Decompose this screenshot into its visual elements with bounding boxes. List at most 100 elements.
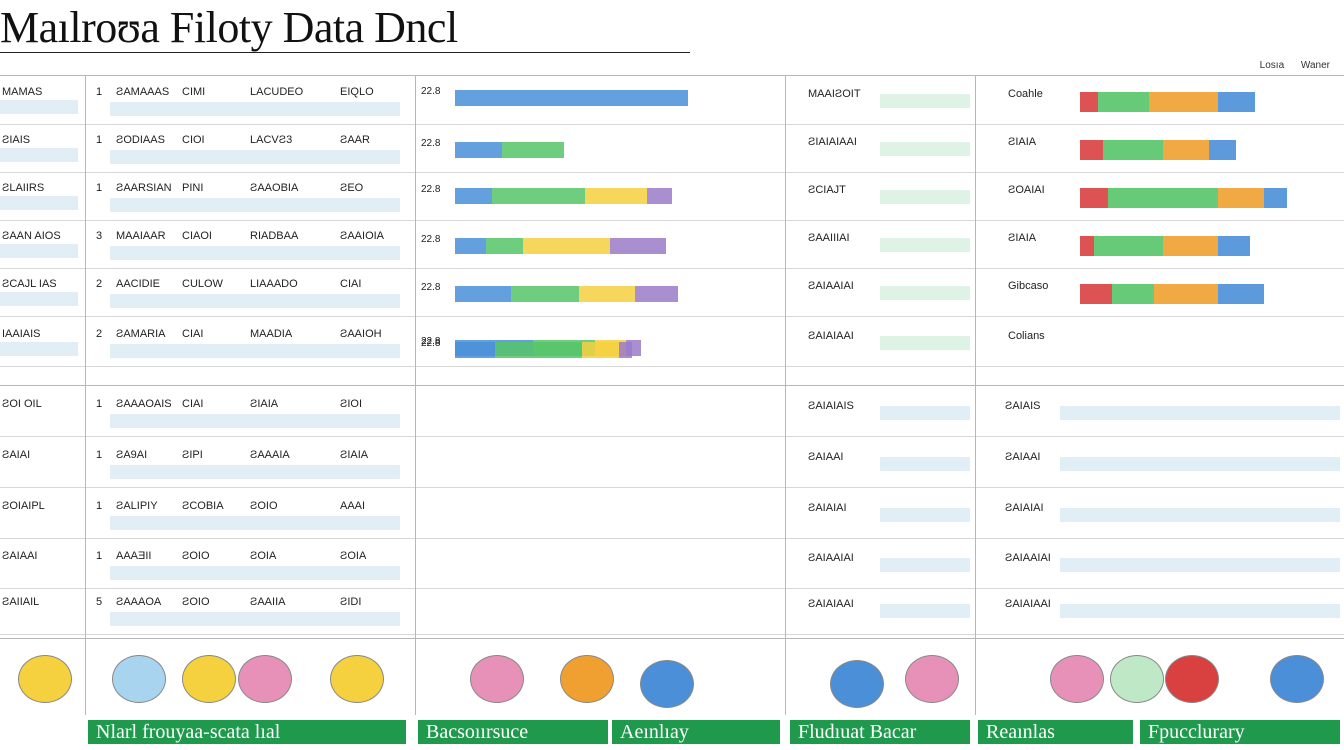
table-cell: ƧALIPIY [116, 500, 158, 512]
label-band [880, 558, 970, 572]
bar-segment [495, 342, 583, 358]
table-cell: CIAI [182, 398, 204, 410]
left-label: IAAIAIS [2, 328, 41, 340]
title-rule [0, 52, 690, 53]
table-cell: AAAƎII [116, 550, 152, 562]
footer-label: Nlarl frouyaa-scata lıal [88, 720, 406, 744]
left-label: ƧIAIS [2, 134, 31, 146]
footer-label: Aeınlıay [612, 720, 780, 744]
row-divider-8 [0, 538, 1344, 539]
table-band [110, 198, 400, 212]
label-band [880, 508, 970, 522]
label-band [880, 238, 970, 252]
left-band [0, 196, 78, 210]
footer-label: Fpucclurary [1140, 720, 1340, 744]
bar-category-label: 22.8 [421, 184, 441, 195]
grid-hline-mid [0, 385, 1344, 386]
bar-segment [455, 286, 511, 302]
row-divider-2 [0, 220, 1344, 221]
bar-segment [1218, 188, 1264, 208]
table-band [110, 566, 400, 580]
table-cell: CIAI [182, 328, 204, 340]
table-cell: CIAOI [182, 230, 212, 242]
bar-segment [1112, 284, 1154, 304]
row-divider-5 [0, 366, 1344, 367]
bar-segment [455, 142, 502, 158]
bar-segment [1149, 92, 1218, 112]
table-cell: ƧAAAIA [250, 449, 290, 461]
label: ƧAIAIAAI [808, 598, 854, 610]
bar-segment [619, 342, 632, 358]
table-band [110, 102, 400, 116]
bar-segment [510, 286, 579, 302]
table-cell: ƧAMAAAS [116, 86, 170, 98]
label: ƧCIAJT [808, 184, 846, 196]
footer-label: Fludıuat Bacar [790, 720, 970, 744]
table-band [110, 612, 400, 626]
bar-segment [1218, 236, 1251, 256]
label: ƧAIAAIAI [1005, 552, 1051, 564]
table-cell: 2 [96, 278, 103, 290]
bar-category-label: 22.8 [421, 336, 441, 347]
bar-segment [486, 238, 524, 254]
table-cell: MAAIAAR [116, 230, 166, 242]
pie-chart [1270, 655, 1324, 703]
bar-category-label: ƧOAIAI [1008, 184, 1045, 196]
table-cell: EIQLO [340, 86, 374, 98]
bar-category-label: 22.8 [421, 86, 441, 97]
pie-chart [830, 660, 884, 708]
page-title: Maılroʊa Filoty Data Dncl [0, 3, 458, 52]
pie-chart [1110, 655, 1164, 703]
label: ƧAIAAI [808, 451, 844, 463]
bar-segment [647, 188, 672, 204]
bar-segment [610, 238, 666, 254]
table-cell: ƧAMARIA [116, 328, 166, 340]
bar-category-label: Gibcaso [1008, 280, 1049, 292]
label: ƧAIAAIAI [808, 552, 854, 564]
pie-chart [905, 655, 959, 703]
label: ƧAIAAIAI [808, 280, 854, 292]
bar-segment [1153, 284, 1218, 304]
table-cell: CIMI [182, 86, 206, 98]
table-band [110, 516, 400, 530]
pie-chart [330, 655, 384, 703]
label-band [1060, 604, 1340, 618]
left-label: ƧOI OIL [2, 398, 42, 410]
pie-chart [470, 655, 524, 703]
table-band [110, 246, 400, 260]
pie-chart [112, 655, 166, 703]
label-band [880, 604, 970, 618]
table-cell: 1 [96, 449, 103, 461]
left-label: MAMAS [2, 86, 43, 98]
table-cell: ƧIPI [182, 449, 203, 461]
bar-category-label: ƧIAIA [1008, 232, 1037, 244]
table-cell: 1 [96, 398, 103, 410]
row-divider-6 [0, 436, 1344, 437]
table-cell: ƧIAIA [340, 449, 369, 461]
label-band [880, 94, 970, 108]
left-label: ƧLAIIRS [2, 182, 45, 194]
table-band [110, 294, 400, 308]
left-label: ƧAIIAIL [2, 596, 40, 608]
table-cell: ƧEO [340, 182, 364, 194]
pie-chart [182, 655, 236, 703]
table-cell: 2 [96, 328, 103, 340]
bar-category-label: 22.8 [421, 338, 441, 349]
grid-vline-1 [415, 75, 416, 715]
table-cell: ƧOIA [250, 550, 277, 562]
bar-segment [455, 342, 496, 358]
left-label: ƧCAJL IAS [2, 278, 57, 290]
table-band [110, 414, 400, 428]
bar-segment [1162, 236, 1218, 256]
grid-vline-3 [975, 75, 976, 715]
left-label: ƧOIAIPL [2, 500, 45, 512]
table-cell: MAADIA [250, 328, 293, 340]
bar-segment [1103, 140, 1163, 160]
bar-segment [1218, 92, 1255, 112]
table-cell: LACVƧ3 [250, 134, 293, 146]
label-band [1060, 406, 1340, 420]
row-divider-9 [0, 588, 1344, 589]
footer-label: Bacsoıırsuce [418, 720, 608, 744]
top-right-label: Losıa Waner [1259, 60, 1330, 71]
bar-segment [1080, 140, 1103, 160]
